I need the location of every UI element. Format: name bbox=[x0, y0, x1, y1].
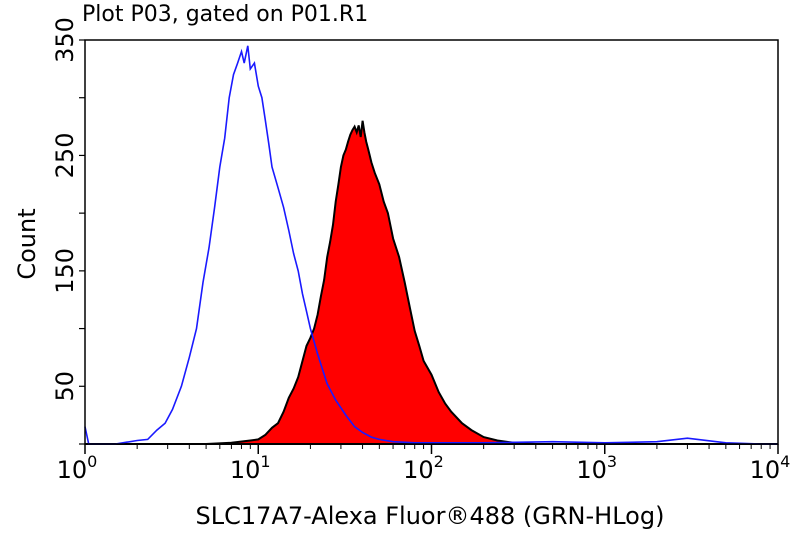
series-outline bbox=[84, 45, 778, 445]
x-tick-label: 104 bbox=[750, 452, 791, 484]
y-tick-label: 350 bbox=[51, 17, 79, 63]
y-tick-label: 50 bbox=[51, 371, 79, 402]
x-tick-label: 101 bbox=[230, 452, 271, 484]
y-tick-label: 150 bbox=[51, 248, 79, 294]
series-filled-area bbox=[85, 120, 778, 445]
x-tick-label: 103 bbox=[576, 452, 617, 484]
y-tick-label: 250 bbox=[51, 133, 79, 179]
y-axis-label: Count bbox=[13, 208, 41, 280]
chart-title: Plot P03, gated on P01.R1 bbox=[82, 2, 369, 27]
x-tick-label: 102 bbox=[403, 452, 444, 484]
x-tick-label: 100 bbox=[57, 452, 98, 484]
x-axis-label: SLC17A7-Alexa Fluor®488 (GRN-HLog) bbox=[195, 502, 665, 530]
